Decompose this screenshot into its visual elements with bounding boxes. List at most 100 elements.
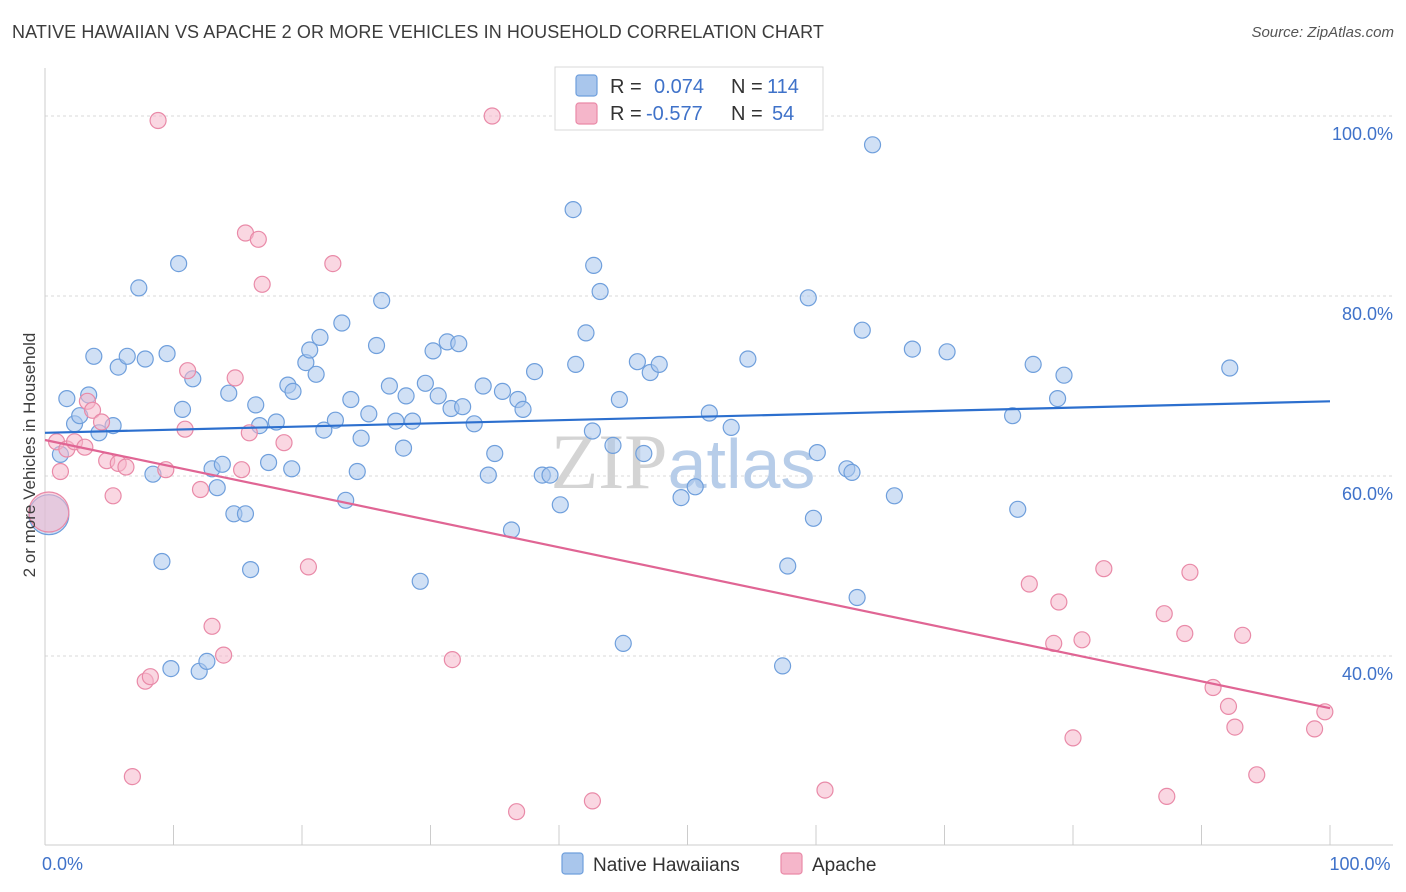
bottom-legend-swatch-blue <box>561 852 584 875</box>
native-hawaiians-trend-line <box>44 400 1331 434</box>
native-hawaiians-point-111 <box>1221 359 1239 377</box>
apache-point-39 <box>1050 593 1068 611</box>
apache-point-44 <box>1158 787 1176 806</box>
native-hawaiians-point-14 <box>153 552 171 571</box>
apache-point-33 <box>483 107 501 125</box>
native-hawaiians-point-47 <box>360 405 378 423</box>
y-tick-labels: 40.0% 60.0% 80.0% 100.0% <box>1332 124 1393 684</box>
apache-point-23 <box>226 369 244 387</box>
trend-lines <box>44 400 1331 710</box>
apache-point-31 <box>324 255 342 273</box>
native-hawaiians-point-66 <box>486 444 504 463</box>
svg-text:N =: N = <box>731 76 763 98</box>
apache-point-37 <box>1020 575 1038 593</box>
native-hawaiians-point-90 <box>700 404 718 422</box>
native-hawaiians-point-81 <box>604 436 622 454</box>
native-hawaiians-point-46 <box>352 429 370 447</box>
svg-text:0.074: 0.074 <box>654 76 704 98</box>
series-legend: Native Hawaiians Apache <box>561 852 876 876</box>
native-hawaiians-point-12 <box>136 350 154 368</box>
chart-title: NATIVE HAWAIIAN VS APACHE 2 OR MORE VEHI… <box>12 22 824 42</box>
native-hawaiians-point-100 <box>848 588 866 607</box>
native-hawaiians-point-78 <box>583 422 602 440</box>
native-hawaiians-point-42 <box>333 314 351 332</box>
native-hawaiians-point-99 <box>843 463 861 481</box>
apache-point-2 <box>51 462 70 481</box>
native-hawaiians-point-24 <box>213 455 231 473</box>
native-hawaiians-point-80 <box>591 282 609 301</box>
svg-text:54: 54 <box>772 103 794 125</box>
apache-point-45 <box>1176 624 1194 643</box>
native-hawaiians-point-64 <box>474 377 492 395</box>
native-hawaiians-point-52 <box>394 439 413 457</box>
series-native-hawaiians <box>28 136 1239 680</box>
native-hawaiians-point-10 <box>118 347 136 365</box>
native-hawaiians-point-104 <box>903 340 921 358</box>
native-hawaiians-point-6 <box>85 347 103 365</box>
bottom-legend-swatch-pink <box>780 852 803 875</box>
native-hawaiians-point-16 <box>162 659 180 678</box>
apache-point-15 <box>141 668 159 686</box>
native-hawaiians-point-102 <box>863 136 882 154</box>
native-hawaiians-point-18 <box>173 400 192 418</box>
y-tick-label-3: 100.0% <box>1332 124 1393 144</box>
stats-legend-box <box>554 66 824 131</box>
apache-point-43 <box>1155 605 1173 623</box>
native-hawaiians-point-45 <box>348 462 366 481</box>
native-hawaiians-point-93 <box>773 657 792 675</box>
native-hawaiians-point-25 <box>220 384 238 402</box>
native-hawaiians-point-55 <box>411 572 429 590</box>
apache-point-50 <box>1234 626 1252 644</box>
native-hawaiians-point-89 <box>686 478 704 496</box>
native-hawaiians-point-97 <box>808 444 826 462</box>
x-tick-label-0: 0.0% <box>42 854 83 874</box>
native-hawaiians-point-37 <box>301 341 319 359</box>
native-hawaiians-point-95 <box>799 289 817 307</box>
apache-point-7 <box>83 401 102 419</box>
native-hawaiians-point-56 <box>416 374 434 392</box>
svg-text:N =: N = <box>731 103 763 125</box>
axes <box>44 68 1393 846</box>
apache-point-12 <box>117 458 135 476</box>
native-hawaiians-point-38 <box>307 365 325 383</box>
apache-point-27 <box>249 230 267 248</box>
apache-point-48 <box>1219 697 1238 716</box>
apache-point-41 <box>1073 631 1091 649</box>
legend-r-label-2: R = <box>610 103 642 125</box>
native-hawaiians-point-29 <box>247 396 265 414</box>
apache-point-24 <box>233 461 251 479</box>
x-tick-label-1: 100.0% <box>1329 854 1390 874</box>
native-hawaiians-point-61 <box>450 335 468 353</box>
native-hawaiians-point-77 <box>577 324 595 342</box>
apache-point-10 <box>104 487 122 505</box>
native-hawaiians-point-83 <box>614 634 632 653</box>
native-hawaiians-point-27 <box>236 505 255 523</box>
x-tick-labels: 0.0% 100.0% <box>42 854 1391 874</box>
apache-point-21 <box>203 617 221 635</box>
native-hawaiians-point-34 <box>283 460 301 478</box>
legend-r-label-1: R = <box>610 76 642 98</box>
apache-point-22 <box>215 646 233 664</box>
bottom-legend-label-native-hawaiians: Native Hawaiians <box>593 855 740 876</box>
native-hawaiians-point-96 <box>804 509 823 527</box>
apache-point-20 <box>191 480 210 499</box>
native-hawaiians-point-67 <box>493 382 512 400</box>
native-hawaiians-point-17 <box>170 255 188 273</box>
native-hawaiians-point-31 <box>259 453 278 472</box>
legend-r-value-1: 0.074 <box>654 76 704 98</box>
native-hawaiians-point-103 <box>885 487 903 505</box>
native-hawaiians-point-109 <box>1048 390 1067 408</box>
native-hawaiians-point-110 <box>1055 366 1073 384</box>
bottom-legend-label-apache: Apache <box>812 855 876 876</box>
native-hawaiians-point-58 <box>429 387 447 405</box>
native-hawaiians-point-76 <box>567 355 585 373</box>
native-hawaiians-point-15 <box>158 345 176 363</box>
y-axis-label: 2 or more Vehicles in Household <box>20 333 39 578</box>
legend-swatch-blue <box>575 74 598 97</box>
apache-point-30 <box>299 558 318 576</box>
native-hawaiians-point-88 <box>672 489 690 507</box>
y-tick-label-1: 60.0% <box>1342 484 1393 504</box>
native-hawaiians-point-84 <box>628 353 646 371</box>
svg-text:114: 114 <box>767 76 799 98</box>
